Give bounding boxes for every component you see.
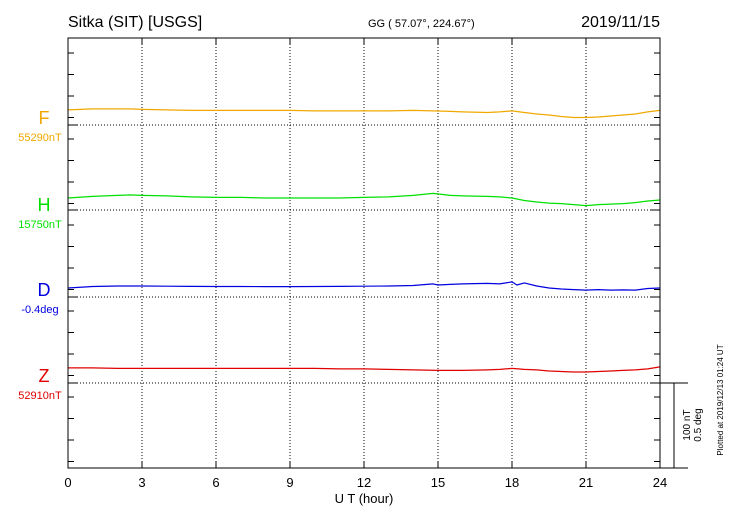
trace-F bbox=[67, 108, 661, 119]
scale-bar: 100 nT 0.5 deg bbox=[660, 382, 704, 469]
x-tick-label: 18 bbox=[505, 475, 519, 490]
station-title: Sitka (SIT) [USGS] bbox=[68, 14, 202, 31]
coordinates-label: GG ( 57.07°, 224.67°) bbox=[368, 18, 475, 30]
x-tick-label: 9 bbox=[286, 475, 293, 490]
x-tick-label: 0 bbox=[64, 475, 71, 490]
x-axis-label: U T (hour) bbox=[335, 491, 394, 506]
x-tick-label: 6 bbox=[212, 475, 219, 490]
x-axis-ticks: 0 3 6 9 12 15 18 21 24 bbox=[64, 38, 667, 490]
series-name-Z: Z bbox=[39, 366, 50, 386]
scale-deg-label: 0.5 deg bbox=[693, 408, 704, 441]
series-labels: F 55290nT H 15750nT D -0.4deg Z 52910nT bbox=[18, 108, 62, 402]
x-tick-label: 12 bbox=[357, 475, 371, 490]
x-tick-label: 21 bbox=[579, 475, 593, 490]
trace-D bbox=[67, 281, 661, 291]
minor-ticks bbox=[68, 52, 660, 462]
baselines bbox=[68, 124, 660, 384]
date-label: 2019/11/15 bbox=[581, 14, 660, 31]
plotted-timestamp: Plotted at 2019/12/13 01:24 UT bbox=[716, 344, 725, 455]
trace-Z bbox=[68, 366, 661, 373]
series-name-F: F bbox=[39, 108, 50, 128]
series-name-D: D bbox=[38, 280, 51, 300]
baseline-value-H: 15750nT bbox=[18, 219, 62, 231]
gridlines bbox=[141, 38, 587, 468]
baseline-value-F: 55290nT bbox=[18, 132, 62, 144]
baseline-value-Z: 52910nT bbox=[18, 390, 62, 402]
data-traces bbox=[67, 108, 661, 373]
trace-H bbox=[67, 192, 661, 207]
x-tick-label: 24 bbox=[653, 475, 667, 490]
scale-nt-label: 100 nT bbox=[682, 409, 693, 440]
series-name-H: H bbox=[38, 195, 51, 215]
baseline-value-D: -0.4deg bbox=[21, 304, 58, 316]
plot-frame bbox=[67, 37, 661, 469]
x-tick-label: 3 bbox=[138, 475, 145, 490]
x-tick-label: 15 bbox=[431, 475, 445, 490]
